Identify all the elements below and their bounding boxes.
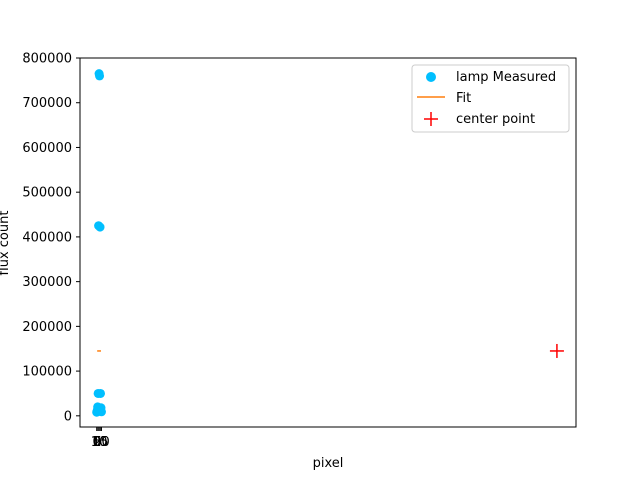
legend: lamp Measured Fit center point <box>411 64 570 133</box>
y-tick-label: 100000 <box>22 365 72 380</box>
y-tick-label: 800000 <box>22 52 72 67</box>
legend-box <box>411 64 570 133</box>
legend-label-center-point: center point <box>456 112 535 127</box>
y-tick-label: 300000 <box>22 275 72 290</box>
data-point-lamp-measured <box>95 222 105 232</box>
y-tick-label: 700000 <box>22 96 72 111</box>
data-point-lamp-measured <box>96 407 106 417</box>
y-tick-label: 500000 <box>22 186 72 201</box>
data-point-lamp-measured <box>95 71 105 81</box>
x-tick-label: 15 <box>92 435 109 450</box>
y-tick-label: 400000 <box>22 230 72 245</box>
y-tick-label: 200000 <box>22 320 72 335</box>
data-point-lamp-measured <box>96 388 106 398</box>
x-axis-label: pixel <box>313 456 344 471</box>
x-tick-label: 10 <box>91 435 108 450</box>
plot-frame <box>79 57 577 428</box>
tick-layer: 0 100000 200000 300000 400000 500000 600000 700… <box>22 52 109 451</box>
x-tick-label: 20 <box>93 435 110 450</box>
x-tick-label: 0 <box>93 435 101 450</box>
y-axis-label: flux count <box>0 211 12 276</box>
legend-label-fit: Fit <box>456 91 471 106</box>
legend-marker-lamp-measured <box>426 72 436 82</box>
y-tick-label: 600000 <box>22 141 72 156</box>
y-tick-label: 0 <box>64 409 72 424</box>
legend-label-lamp-measured: lamp Measured <box>456 70 556 85</box>
data-layer <box>92 69 564 417</box>
x-tick-label: 5 <box>94 435 102 450</box>
